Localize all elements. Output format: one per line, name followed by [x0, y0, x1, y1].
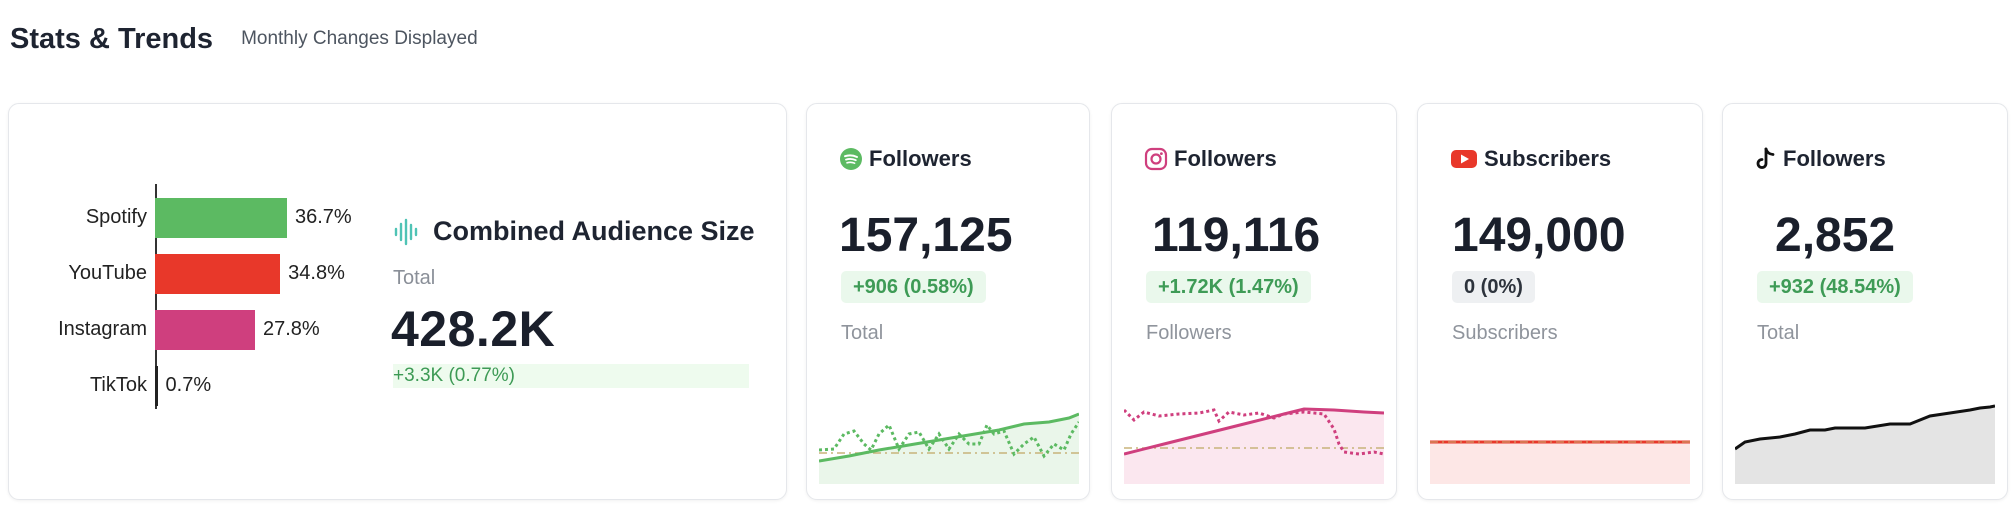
tiktok-icon	[1756, 147, 1775, 169]
audio-wave-icon	[394, 218, 418, 245]
spotify-card-heading: Followers	[839, 146, 972, 172]
combined-audience-heading: Combined Audience Size	[393, 216, 755, 247]
combined-total-label: Total	[393, 267, 436, 289]
combined-change-badge: +3.3K (0.77%)	[393, 364, 749, 388]
instagram-sub-label: Followers	[1146, 322, 1232, 344]
bar-youtube	[155, 254, 281, 294]
instagram-metric-label: Followers	[1174, 146, 1277, 171]
tiktok-stats-card: Followers 2,852 +932 (48.54%) Total	[1722, 103, 2008, 500]
page-subtitle: Monthly Changes Displayed	[241, 28, 478, 49]
instagram-change-badge: +1.72K (1.47%)	[1146, 271, 1311, 303]
bar-instagram	[155, 310, 255, 350]
youtube-metric-label: Subscribers	[1484, 146, 1612, 171]
tiktok-sub-label: Total	[1757, 322, 1800, 344]
spotify-icon	[840, 148, 862, 170]
combined-total-value: 428.2K	[391, 301, 556, 357]
youtube-sub-label: Subscribers	[1452, 322, 1558, 344]
youtube-icon	[1451, 150, 1477, 168]
spotify-metric-label: Followers	[869, 146, 972, 171]
combined-audience-title: Combined Audience Size	[433, 216, 755, 246]
spotify-change-badge: +906 (0.58%)	[841, 271, 986, 303]
spotify-stats-card: Followers 157,125 +906 (0.58%) Total	[806, 103, 1090, 500]
spotify-sub-label: Total	[841, 322, 884, 344]
instagram-total-value: 119,116	[1152, 209, 1321, 262]
instagram-card-heading: Followers	[1144, 146, 1277, 172]
tiktok-metric-label: Followers	[1783, 146, 1886, 171]
youtube-trend-sparkline	[1430, 440, 1690, 484]
bar-value-tiktok: 0.7%	[165, 374, 212, 396]
combined-audience-card: Spotify 36.7% YouTube 34.8% Instagram 27.8% Ti…	[8, 103, 787, 500]
bar-tiktok	[155, 366, 158, 406]
youtube-total-value: 149,000	[1452, 209, 1626, 262]
spotify-total-value: 157,125	[839, 209, 1013, 262]
page-title: Stats & Trends	[10, 22, 214, 55]
bar-value-youtube: 34.8%	[288, 262, 345, 284]
spotify-trend-sparkline	[819, 412, 1079, 484]
tiktok-card-heading: Followers	[1755, 146, 1886, 172]
bar-value-instagram: 27.8%	[262, 318, 320, 340]
platform-share-bar-chart: Spotify 36.7% YouTube 34.8% Instagram 27.8% Ti…	[9, 104, 379, 501]
youtube-stats-card: Subscribers 149,000 0 (0%) Subscribers	[1417, 103, 1703, 500]
bar-label-tiktok: TikTok	[89, 374, 147, 396]
youtube-change-badge: 0 (0%)	[1452, 271, 1535, 303]
youtube-card-heading: Subscribers	[1450, 146, 1611, 172]
tiktok-trend-sparkline	[1735, 404, 1995, 484]
bar-spotify	[155, 198, 287, 238]
bar-label-instagram: Instagram	[58, 318, 147, 340]
tiktok-total-value: 2,852	[1775, 209, 1896, 262]
instagram-trend-sparkline	[1124, 407, 1384, 484]
tiktok-change-badge: +932 (48.54%)	[1757, 271, 1913, 303]
instagram-stats-card: Followers 119,116 +1.72K (1.47%) Followe…	[1111, 103, 1397, 500]
instagram-icon	[1144, 147, 1168, 171]
bar-value-spotify: 36.7%	[295, 206, 352, 228]
bar-label-spotify: Spotify	[85, 206, 147, 228]
page-header: Stats & Trends Monthly Changes Displayed	[10, 14, 478, 64]
bar-label-youtube: YouTube	[68, 262, 147, 284]
bar-chart-axis	[155, 184, 157, 409]
